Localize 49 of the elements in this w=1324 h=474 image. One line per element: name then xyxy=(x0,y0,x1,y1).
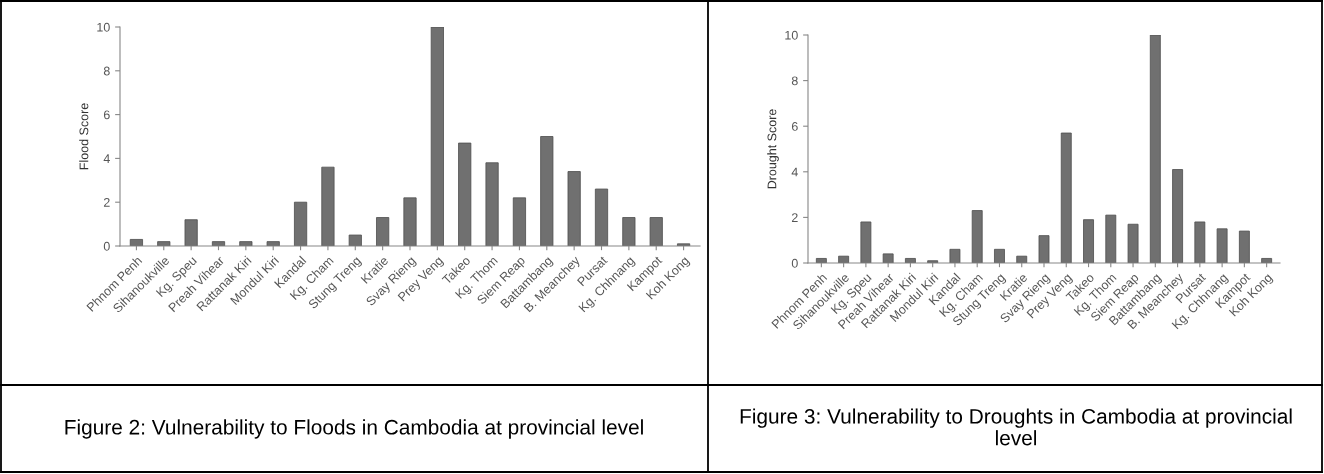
y-axis-title: Drought Score xyxy=(767,109,779,189)
bar xyxy=(1127,223,1139,263)
bar xyxy=(540,136,554,246)
bar xyxy=(1194,221,1206,263)
bar xyxy=(512,197,527,246)
bar xyxy=(1083,219,1094,263)
bar xyxy=(567,171,581,246)
bar xyxy=(403,197,417,246)
bar xyxy=(266,241,280,246)
bar xyxy=(949,248,961,263)
bar xyxy=(882,253,894,263)
bar xyxy=(649,217,663,246)
bar xyxy=(239,241,253,246)
bar xyxy=(1172,169,1184,263)
y-tick-label: 4 xyxy=(791,167,798,177)
y-tick-label: 4 xyxy=(103,154,110,163)
y-tick-label: 8 xyxy=(791,76,798,86)
y-tick-label: 2 xyxy=(103,198,110,207)
y-tick-label: 10 xyxy=(785,30,798,40)
bar xyxy=(321,166,335,246)
bar xyxy=(458,142,472,246)
bar xyxy=(1105,214,1117,263)
y-tick-label: 10 xyxy=(97,22,110,32)
bar xyxy=(971,210,983,263)
y-tick-label: 6 xyxy=(791,122,798,131)
bar xyxy=(860,221,872,263)
bar xyxy=(348,234,362,246)
bar xyxy=(994,248,1005,263)
bar xyxy=(485,162,499,246)
bar xyxy=(594,188,609,246)
bar xyxy=(376,217,390,246)
bar xyxy=(1216,228,1228,263)
y-tick-label: 0 xyxy=(791,258,798,268)
bar xyxy=(1149,35,1161,263)
caption: Figure 3: Vulnerability to Droughts in Cambodia at provincial level xyxy=(740,408,1292,446)
bar xyxy=(430,27,444,246)
y-tick-label: 8 xyxy=(103,66,110,76)
y-tick-label: 0 xyxy=(103,241,110,251)
bar xyxy=(1060,132,1072,263)
y-tick-label: 2 xyxy=(791,213,798,222)
bar xyxy=(622,217,636,246)
caption: Figure 2: Vulnerability to Floods in Cambodia at provincial level xyxy=(65,419,643,439)
bar xyxy=(184,219,198,246)
bar xyxy=(157,241,171,246)
bar xyxy=(293,201,308,246)
bar xyxy=(1038,235,1050,263)
bar xyxy=(1238,230,1250,263)
y-tick-label: 6 xyxy=(103,110,110,120)
y-axis-title: Flood Score xyxy=(79,103,89,170)
